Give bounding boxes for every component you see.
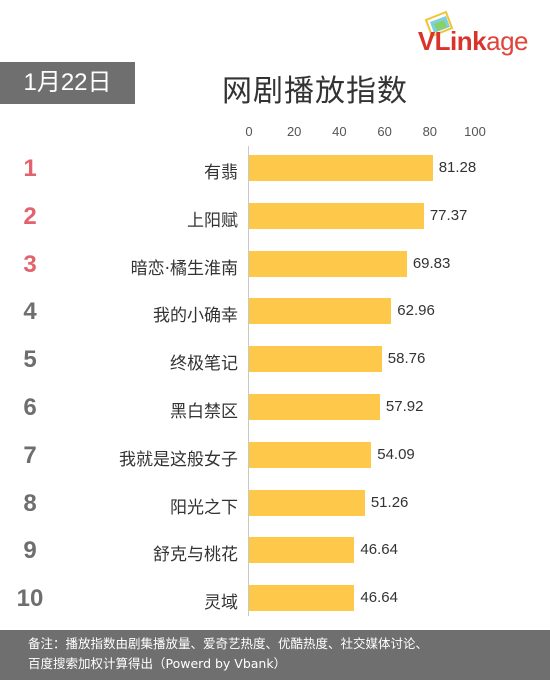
category-label: 阳光之下 — [170, 497, 238, 518]
rank-number: 10 — [16, 585, 44, 613]
data-label: 62.96 — [397, 302, 435, 320]
x-tick-label: 60 — [377, 124, 392, 139]
bar — [249, 202, 424, 229]
data-label: 54.09 — [377, 445, 415, 463]
bar — [249, 298, 392, 325]
data-label: 81.28 — [438, 159, 477, 176]
category-label: 灵域 — [204, 593, 238, 614]
data-label: 51.26 — [370, 493, 409, 511]
data-label: 46.64 — [360, 541, 398, 559]
data-label: 69.83 — [412, 254, 451, 272]
x-tick-label: 40 — [332, 124, 347, 139]
x-tick-label: 20 — [286, 124, 302, 139]
chart-row: 1 有翡 81.28 — [0, 147, 550, 195]
rank-number: 2 — [23, 202, 37, 230]
x-tick-label: 80 — [422, 124, 438, 139]
chart-row: 5 终极笔记 58.76 — [0, 338, 550, 386]
data-label: 46.64 — [360, 589, 398, 607]
data-label: 77.37 — [429, 206, 468, 224]
logo-emblem-icon — [424, 10, 454, 38]
chart-row: 6 黑白禁区 57.92 — [0, 386, 550, 434]
footer-note-line-1: 备注：播放指数由剧集播放量、爱奇艺热度、优酷热度、社交媒体讨论、 — [28, 636, 429, 651]
brand-logo: VLinkage — [388, 10, 529, 57]
bar — [249, 346, 382, 373]
bar — [249, 155, 433, 181]
bar — [249, 537, 355, 564]
category-label: 暗恋·橘生淮南 — [130, 258, 238, 279]
category-label: 黑白禁区 — [170, 402, 238, 422]
rank-number: 1 — [23, 155, 37, 182]
bar — [249, 250, 407, 277]
chart-row: 4 我的小确幸 62.96 — [0, 290, 550, 338]
logo-text-main: VLink — [417, 26, 487, 56]
rank-number: 7 — [23, 441, 37, 469]
chart-row: 3 暗恋·橘生淮南 69.83 — [0, 243, 550, 291]
data-label: 58.76 — [387, 350, 426, 368]
category-label: 终极笔记 — [170, 354, 238, 375]
y-axis-line — [248, 146, 249, 616]
category-label: 舒克与桃花 — [153, 545, 238, 566]
category-label: 有翡 — [204, 163, 238, 183]
rank-number: 8 — [23, 489, 37, 517]
category-label: 我就是这般女子 — [119, 449, 238, 470]
bar — [249, 394, 380, 420]
date-badge: 1月22日 — [0, 62, 135, 104]
bar — [249, 585, 355, 612]
category-label: 上阳赋 — [187, 210, 238, 231]
rank-number: 9 — [23, 537, 37, 565]
footer-note-line-2: 百度搜索加权计算得出（Powerd by Vbank） — [28, 656, 287, 671]
rank-number: 6 — [23, 394, 37, 421]
logo-text: VLinkage — [417, 26, 529, 57]
x-axis-ticks: 0 20 40 60 80 100 — [0, 124, 550, 144]
category-label: 我的小确幸 — [153, 306, 238, 327]
rank-number: 3 — [23, 250, 37, 278]
data-label: 57.92 — [385, 398, 424, 415]
chart-row: 7 我就是这般女子 54.09 — [0, 434, 550, 482]
chart-title: 网剧播放指数 — [222, 74, 408, 109]
rank-number: 4 — [23, 298, 37, 326]
chart-row: 9 舒克与桃花 46.64 — [0, 529, 550, 577]
chart-row: 8 阳光之下 51.26 — [0, 482, 550, 530]
bar — [249, 489, 365, 516]
logo-text-tail: age — [486, 26, 528, 56]
chart-row: 2 上阳赋 77.37 — [0, 195, 550, 243]
bar — [249, 441, 372, 468]
rank-number: 5 — [23, 346, 37, 374]
x-tick-label: 0 — [245, 124, 253, 139]
chart-row: 10 灵域 46.64 — [0, 577, 550, 625]
footer-note: 备注：播放指数由剧集播放量、爱奇艺热度、优酷热度、社交媒体讨论、 百度搜索加权计… — [0, 630, 550, 680]
x-tick-label: 100 — [464, 124, 486, 139]
